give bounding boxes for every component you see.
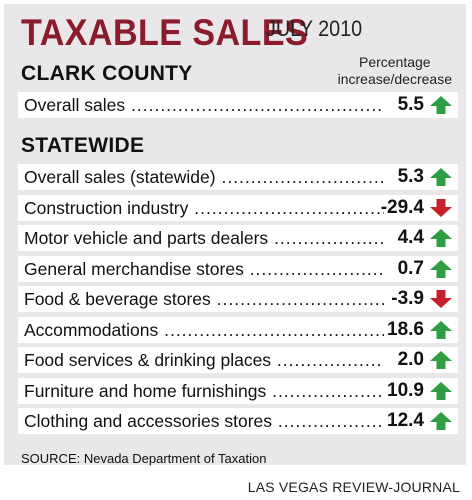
row-value: 10.9 bbox=[387, 379, 424, 401]
source-note: SOURCE: Nevada Department of Taxation bbox=[21, 451, 267, 466]
title-row: TAXABLE SALES bbox=[21, 12, 333, 54]
row-label: Clothing and accessories stores bbox=[24, 411, 384, 431]
arrow-up-icon bbox=[430, 229, 452, 247]
arrow-down-icon bbox=[430, 198, 452, 217]
table-row: Accommodations18.6 bbox=[18, 316, 458, 343]
table-row: Overall sales 5.5 bbox=[18, 92, 458, 118]
publisher-credit: LAS VEGAS REVIEW-JOURNAL bbox=[247, 479, 460, 495]
row-value: 4.4 bbox=[397, 227, 424, 248]
row-label: Food services & drinking places bbox=[24, 350, 384, 370]
arrow-up-icon bbox=[430, 320, 452, 339]
arrow-up-icon bbox=[430, 168, 452, 186]
row-label: Furniture and home furnishings bbox=[24, 381, 384, 401]
row-value: 18.6 bbox=[387, 318, 424, 340]
column-label-line2: increase/decrease bbox=[337, 71, 452, 87]
row-value: 12.4 bbox=[387, 410, 424, 431]
arrow-up-icon bbox=[430, 259, 452, 278]
row-value: -29.4 bbox=[380, 196, 424, 218]
chart-title: TAXABLE SALES bbox=[21, 12, 309, 53]
row-label: General merchandise stores bbox=[24, 259, 384, 279]
row-label: Construction industry bbox=[24, 198, 384, 218]
table-row: Construction industry-29.4 bbox=[18, 194, 458, 221]
row-value: 2.0 bbox=[397, 349, 424, 370]
row-value: -3.9 bbox=[391, 288, 424, 309]
row-value: 5.5 bbox=[397, 94, 424, 115]
row-label: Food & beverage stores bbox=[24, 289, 384, 309]
table-row: Overall sales (statewide) 5.3 bbox=[18, 164, 458, 190]
chart-subtitle: JULY 2010 bbox=[266, 16, 363, 41]
row-value: 0.7 bbox=[397, 257, 424, 279]
column-label-line1: Percentage bbox=[358, 54, 431, 70]
arrow-up-icon bbox=[430, 412, 452, 430]
table-row: Food & beverage stores -3.9 bbox=[18, 286, 458, 312]
row-value: 5.3 bbox=[397, 166, 424, 187]
section-heading-statewide: STATEWIDE bbox=[21, 134, 145, 157]
column-label: Percentage increase/decrease bbox=[338, 54, 452, 88]
table-row: Clothing and accessories stores12.4 bbox=[18, 408, 458, 434]
table-row: Motor vehicle and parts dealers 4.4 bbox=[18, 225, 458, 251]
arrow-up-icon bbox=[430, 351, 452, 369]
arrow-up-icon bbox=[430, 381, 452, 400]
arrow-down-icon bbox=[430, 290, 452, 308]
section-heading-clark-county: CLARK COUNTY bbox=[21, 62, 193, 85]
table-row: General merchandise stores 0.7 bbox=[18, 255, 458, 282]
row-label: Overall sales (statewide) bbox=[24, 167, 384, 187]
infographic-panel: TAXABLE SALES JULY 2010 CLARK COUNTY Per… bbox=[4, 4, 466, 466]
row-label: Overall sales bbox=[24, 95, 384, 115]
row-label: Accommodations bbox=[24, 320, 384, 340]
table-row: Furniture and home furnishings10.9 bbox=[18, 377, 458, 404]
table-row: Food services & drinking places 2.0 bbox=[18, 347, 458, 373]
row-label: Motor vehicle and parts dealers bbox=[24, 228, 384, 248]
arrow-up-icon bbox=[430, 96, 452, 114]
